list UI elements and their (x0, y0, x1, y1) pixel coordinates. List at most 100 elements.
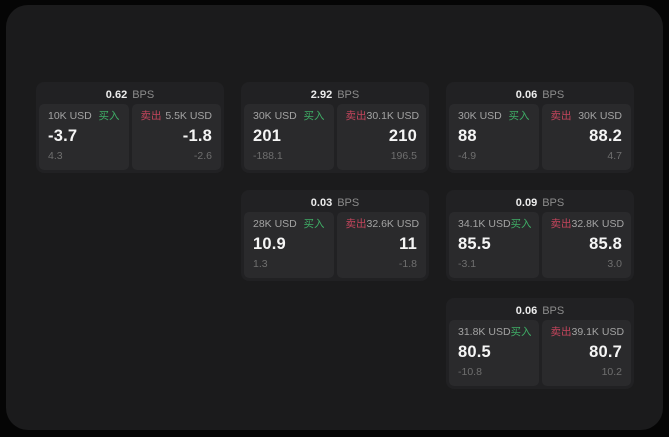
buy-price: 80.5 (458, 343, 491, 361)
buy-side-label: 买入 (510, 218, 532, 230)
sell-pane-top: 卖出 32.8K USD (550, 218, 625, 231)
spread-value: 0.06 (515, 304, 538, 317)
sell-size: 32.8K USD (571, 218, 625, 230)
sell-delta: 10.2 (601, 366, 622, 378)
sell-price: 11 (399, 235, 417, 253)
sell-size: 30K USD (578, 110, 622, 122)
buy-pane-top: 28K USD 买入 (253, 218, 325, 231)
buy-price: 85.5 (458, 235, 491, 253)
buy-pane-top: 10K USD 买入 (48, 110, 120, 123)
spread-unit-label: BPS (542, 196, 565, 209)
buy-pane[interactable]: 30K USD 买入 88 -4.9 (449, 104, 539, 170)
spread-value: 0.06 (515, 88, 538, 101)
sell-delta: -1.8 (398, 258, 417, 270)
buy-pane-top: 31.8K USD 买入 (458, 326, 532, 339)
buy-delta: -10.8 (458, 366, 482, 378)
sell-side-label: 卖出 (550, 218, 572, 230)
spread-unit-label: BPS (542, 304, 565, 317)
spread-header: 0.03 BPS (244, 193, 426, 212)
sell-pane[interactable]: 卖出 5.5K USD -1.8 -2.6 (131, 104, 221, 170)
sell-pane[interactable]: 卖出 32.8K USD 85.8 3.0 (541, 212, 631, 278)
quote-card-body: 31.8K USD 买入 80.5 -10.8 卖出 39.1K USD 80.… (449, 320, 631, 386)
sell-delta: -2.6 (193, 150, 212, 162)
buy-side-label: 买入 (508, 110, 530, 122)
buy-delta: -188.1 (253, 150, 283, 162)
buy-pane[interactable]: 34.1K USD 买入 85.5 -3.1 (449, 212, 539, 278)
sell-side-label: 卖出 (550, 326, 572, 338)
buy-pane-top: 30K USD 买入 (253, 110, 325, 123)
sell-price: 88.2 (589, 127, 622, 145)
spread-header: 0.06 BPS (449, 301, 631, 320)
buy-size: 10K USD (48, 110, 92, 122)
sell-delta: 196.5 (390, 150, 417, 162)
buy-size: 30K USD (253, 110, 297, 122)
buy-price: 201 (253, 127, 282, 145)
quote-card: 0.06 BPS 31.8K USD 买入 80.5 -10.8 卖出 39.1… (446, 298, 634, 389)
sell-pane-top: 卖出 30K USD (551, 110, 623, 123)
spread-value: 2.92 (310, 88, 333, 101)
spread-value: 0.09 (515, 196, 538, 209)
sell-side-label: 卖出 (550, 110, 572, 122)
sell-pane[interactable]: 卖出 32.6K USD 11 -1.8 (336, 212, 426, 278)
buy-delta: 1.3 (253, 258, 268, 270)
buy-side-label: 买入 (303, 218, 325, 230)
spread-unit-label: BPS (132, 88, 155, 101)
sell-size: 39.1K USD (571, 326, 625, 338)
quote-card: 0.06 BPS 30K USD 买入 88 -4.9 卖出 30K USD 8… (446, 82, 634, 173)
sell-side-label: 卖出 (345, 218, 367, 230)
sell-pane-top: 卖出 5.5K USD (141, 110, 213, 123)
spread-header: 2.92 BPS (244, 85, 426, 104)
quote-card-body: 28K USD 买入 10.9 1.3 卖出 32.6K USD 11 -1.8 (244, 212, 426, 278)
buy-price: 10.9 (253, 235, 286, 253)
quote-card-body: 34.1K USD 买入 85.5 -3.1 卖出 32.8K USD 85.8… (449, 212, 631, 278)
spread-unit-label: BPS (337, 88, 360, 101)
sell-pane-top: 卖出 39.1K USD (550, 326, 625, 339)
sell-price: 85.8 (589, 235, 622, 253)
buy-pane-top: 34.1K USD 买入 (458, 218, 532, 231)
quote-card-body: 30K USD 买入 201 -188.1 卖出 30.1K USD 210 1… (244, 104, 426, 170)
spread-unit-label: BPS (542, 88, 565, 101)
sell-side-label: 卖出 (140, 110, 162, 122)
sell-size: 30.1K USD (366, 110, 420, 122)
quote-card: 0.62 BPS 10K USD 买入 -3.7 4.3 卖出 5.5K USD… (36, 82, 224, 173)
sell-pane-top: 卖出 32.6K USD (345, 218, 420, 231)
sell-price: -1.8 (182, 127, 212, 145)
spread-unit-label: BPS (337, 196, 360, 209)
buy-size: 30K USD (458, 110, 502, 122)
sell-price: 80.7 (589, 343, 622, 361)
buy-delta: 4.3 (48, 150, 63, 162)
cards-grid: 0.62 BPS 10K USD 买入 -3.7 4.3 卖出 5.5K USD… (36, 82, 634, 389)
buy-pane[interactable]: 30K USD 买入 201 -188.1 (244, 104, 334, 170)
quote-card: 0.03 BPS 28K USD 买入 10.9 1.3 卖出 32.6K US… (241, 190, 429, 281)
quote-card-body: 30K USD 买入 88 -4.9 卖出 30K USD 88.2 4.7 (449, 104, 631, 170)
spread-header: 0.62 BPS (39, 85, 221, 104)
quote-card-body: 10K USD 买入 -3.7 4.3 卖出 5.5K USD -1.8 -2.… (39, 104, 221, 170)
buy-pane[interactable]: 31.8K USD 买入 80.5 -10.8 (449, 320, 539, 386)
buy-size: 34.1K USD (458, 218, 511, 230)
buy-delta: -4.9 (458, 150, 477, 162)
sell-delta: 3.0 (607, 258, 622, 270)
spread-value: 0.62 (105, 88, 128, 101)
buy-price: 88 (458, 127, 477, 145)
sell-pane[interactable]: 卖出 30.1K USD 210 196.5 (336, 104, 426, 170)
spread-header: 0.06 BPS (449, 85, 631, 104)
sell-price: 210 (388, 127, 417, 145)
buy-pane[interactable]: 10K USD 买入 -3.7 4.3 (39, 104, 129, 170)
sell-pane[interactable]: 卖出 39.1K USD 80.7 10.2 (541, 320, 631, 386)
buy-side-label: 买入 (303, 110, 325, 122)
quote-card: 2.92 BPS 30K USD 买入 201 -188.1 卖出 30.1K … (241, 82, 429, 173)
sell-pane-top: 卖出 30.1K USD (346, 110, 420, 123)
buy-side-label: 买入 (98, 110, 120, 122)
spread-value: 0.03 (310, 196, 333, 209)
buy-pane[interactable]: 28K USD 买入 10.9 1.3 (244, 212, 334, 278)
sell-size: 5.5K USD (165, 110, 212, 122)
buy-price: -3.7 (48, 127, 78, 145)
buy-size: 28K USD (253, 218, 297, 230)
sell-delta: 4.7 (607, 150, 622, 162)
main-panel: 0.62 BPS 10K USD 买入 -3.7 4.3 卖出 5.5K USD… (6, 5, 663, 430)
quote-card: 0.09 BPS 34.1K USD 买入 85.5 -3.1 卖出 32.8K… (446, 190, 634, 281)
buy-size: 31.8K USD (458, 326, 511, 338)
sell-size: 32.6K USD (366, 218, 420, 230)
sell-pane[interactable]: 卖出 30K USD 88.2 4.7 (541, 104, 631, 170)
